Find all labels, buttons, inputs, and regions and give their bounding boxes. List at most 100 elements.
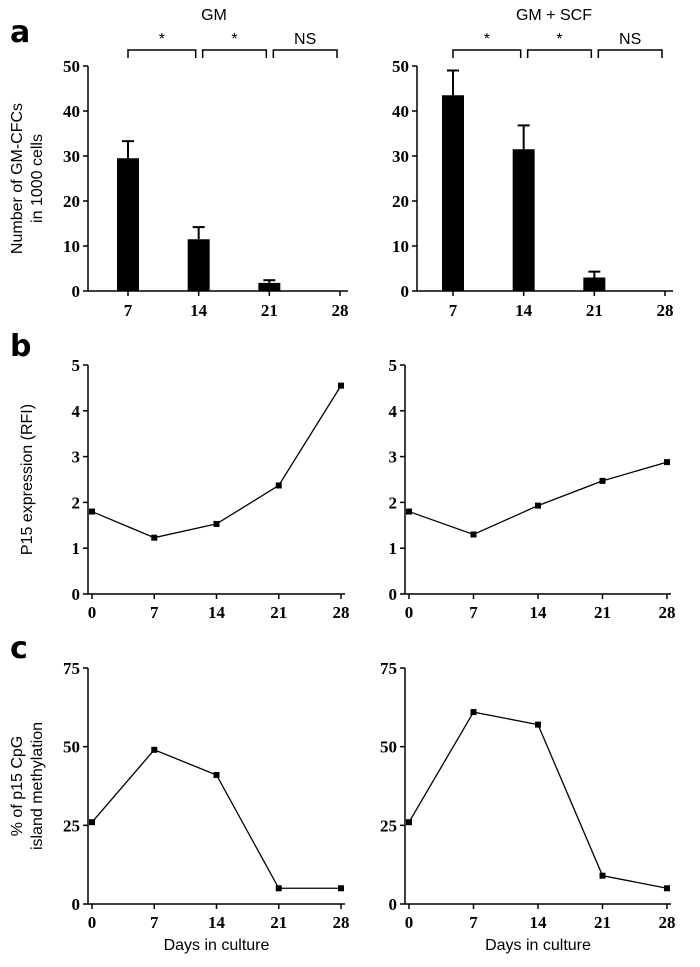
x-tick-label: 7 (150, 913, 159, 932)
x-tick-label: 14 (208, 603, 226, 622)
significance-bracket (526, 49, 593, 58)
y-tick-label: 40 (63, 102, 80, 121)
x-tick-label: 0 (405, 603, 414, 622)
x-tick-label: 14 (530, 603, 548, 622)
y-axis-label: % of p15 CpG island methylation (9, 722, 46, 850)
x-axis-label: Days in culture (164, 937, 270, 954)
data-point (599, 477, 606, 484)
chart-title: GM (201, 7, 227, 24)
y-tick-label: 50 (380, 738, 397, 757)
y-tick-label: 5 (389, 356, 398, 375)
x-tick-label: 14 (530, 913, 548, 932)
significance-label: NS (619, 31, 641, 48)
y-tick-label: 2 (389, 493, 398, 512)
y-axis-label: Number of GM-CFCs in 1000 cells (9, 103, 46, 254)
bar (512, 149, 535, 291)
x-tick-label: 21 (594, 603, 611, 622)
y-tick-label: 20 (63, 192, 80, 211)
y-tick-label: 4 (389, 402, 398, 421)
y-tick-label: 1 (389, 539, 398, 558)
panel-label: c (10, 631, 28, 666)
y-tick-label: 25 (63, 816, 80, 835)
x-tick-label: 28 (659, 603, 676, 622)
data-point (599, 872, 606, 879)
y-tick-label: 0 (401, 282, 410, 301)
y-tick-label: 75 (380, 659, 397, 678)
y-tick-label: 4 (72, 402, 81, 421)
data-point (151, 534, 158, 541)
significance-label: NS (294, 31, 316, 48)
x-tick-label: 0 (88, 603, 97, 622)
x-tick-label: 14 (515, 301, 533, 320)
y-tick-label: 0 (72, 282, 81, 301)
x-tick-label: 28 (659, 913, 676, 932)
data-point (338, 885, 344, 892)
x-tick-label: 28 (332, 301, 349, 320)
x-tick-label: 21 (586, 301, 603, 320)
data-point (406, 819, 412, 826)
data-point (470, 531, 477, 538)
y-tick-label: 20 (392, 192, 409, 211)
y-tick-label: 25 (380, 816, 397, 835)
x-axis-label: Days in culture (485, 937, 591, 954)
data-point (89, 819, 95, 826)
y-tick-label: 3 (389, 448, 398, 467)
y-tick-label: 0 (389, 585, 398, 604)
x-tick-label: 21 (594, 913, 611, 932)
significance-bracket (597, 49, 663, 58)
y-tick-label: 10 (392, 237, 409, 256)
y-tick-label: 30 (392, 147, 409, 166)
x-tick-label: 21 (270, 913, 287, 932)
series-line (91, 749, 341, 889)
x-tick-label: 7 (449, 301, 458, 320)
x-tick-label: 28 (333, 603, 350, 622)
y-tick-label: 75 (63, 659, 80, 678)
x-tick-label: 28 (657, 301, 674, 320)
x-tick-label: 28 (333, 913, 350, 932)
significance-label: * (159, 31, 165, 48)
bar (117, 158, 139, 291)
data-point (275, 482, 282, 489)
data-point (535, 502, 541, 509)
data-point (535, 721, 541, 728)
series-line (408, 711, 668, 889)
y-tick-label: 0 (389, 895, 398, 914)
series-line (408, 461, 668, 536)
significance-bracket (452, 49, 522, 58)
data-point (406, 508, 412, 515)
significance-label: * (556, 31, 562, 48)
data-point (213, 520, 220, 527)
significance-bracket (127, 49, 197, 58)
y-tick-label: 1 (72, 539, 81, 558)
y-tick-label: 5 (72, 356, 81, 375)
panel-label: a (10, 15, 30, 50)
y-tick-label: 30 (63, 147, 80, 166)
significance-bracket (201, 49, 268, 58)
x-tick-label: 7 (469, 603, 478, 622)
y-axis-label: P15 expression (RFI) (19, 404, 36, 555)
data-point (89, 508, 95, 515)
y-tick-label: 10 (63, 237, 80, 256)
x-tick-label: 14 (208, 913, 226, 932)
x-tick-label: 21 (261, 301, 278, 320)
data-point (470, 709, 477, 716)
x-tick-label: 7 (124, 301, 133, 320)
x-tick-label: 7 (150, 603, 159, 622)
data-point (338, 382, 344, 389)
panel-label: b (10, 329, 31, 364)
y-tick-label: 50 (63, 738, 80, 757)
data-point (664, 459, 670, 466)
significance-bracket (272, 49, 338, 58)
data-point (213, 771, 220, 778)
bar (442, 95, 464, 291)
y-tick-label: 50 (63, 57, 80, 76)
x-tick-label: 0 (88, 913, 97, 932)
bar (187, 239, 210, 291)
x-tick-label: 14 (190, 301, 208, 320)
chart-title: GM + SCF (516, 7, 592, 24)
series-line (91, 385, 342, 539)
data-point (664, 885, 670, 892)
significance-label: * (231, 31, 237, 48)
data-point (275, 885, 282, 892)
